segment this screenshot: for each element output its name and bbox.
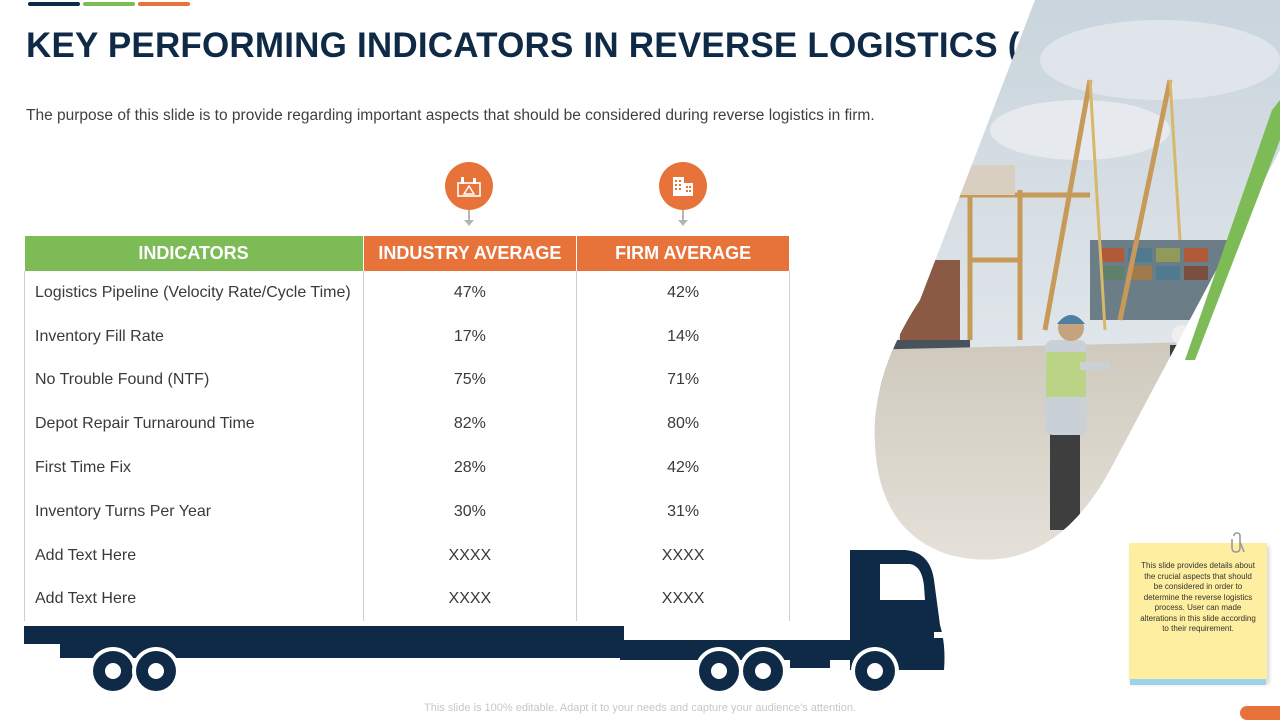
sticky-note: This slide provides details about the cr… — [1129, 543, 1267, 681]
factory-icon-arrow — [464, 220, 474, 226]
indicator-cell: Inventory Fill Rate — [24, 314, 364, 359]
accent-bar-green — [83, 2, 135, 6]
table-row: Depot Repair Turnaround Time 82% 80% — [24, 402, 790, 447]
industry-value-cell: 47% — [363, 271, 578, 315]
firm-value-cell: 42% — [576, 446, 790, 490]
indicator-cell: No Trouble Found (NTF) — [24, 358, 364, 403]
firm-value-cell: 31% — [576, 489, 790, 534]
corner-accent — [1240, 706, 1280, 720]
firm-value-cell: XXXX — [576, 533, 790, 578]
slide-subtitle: The purpose of this slide is to provide … — [26, 107, 875, 124]
firm-value-cell: 42% — [576, 271, 790, 315]
industry-value-cell: 75% — [363, 358, 578, 403]
industry-value-cell: XXXX — [363, 577, 578, 622]
industry-value-cell: 82% — [363, 402, 578, 447]
firm-value-cell: XXXX — [576, 577, 790, 622]
table-row: First Time Fix 28% 42% — [24, 446, 790, 490]
accent-bar-navy — [28, 2, 80, 6]
indicator-cell: Depot Repair Turnaround Time — [24, 402, 364, 447]
industry-value-cell: 17% — [363, 314, 578, 359]
table-row: Add Text Here XXXX XXXX — [24, 577, 790, 622]
table-row: Inventory Turns Per Year 30% 31% — [24, 489, 790, 534]
slide-title: KEY PERFORMING INDICATORS IN REVERSE LOG… — [26, 26, 1081, 65]
table-header-row: INDICATORS INDUSTRY AVERAGE FIRM AVERAGE — [24, 236, 790, 271]
table-row: No Trouble Found (NTF) 75% 71% — [24, 358, 790, 403]
indicator-cell: Inventory Turns Per Year — [24, 489, 364, 534]
header-indicators: INDICATORS — [24, 236, 364, 271]
port-photo — [860, 0, 1280, 570]
firm-value-cell: 14% — [576, 314, 790, 359]
accent-bar-orange — [138, 2, 190, 6]
table-row: Logistics Pipeline (Velocity Rate/Cycle … — [24, 271, 790, 315]
indicator-cell: Add Text Here — [24, 577, 364, 622]
factory-icon — [445, 162, 493, 210]
industry-value-cell: 28% — [363, 446, 578, 490]
kpi-table: INDICATORS INDUSTRY AVERAGE FIRM AVERAGE… — [24, 236, 790, 622]
footer-text: This slide is 100% editable. Adapt it to… — [424, 702, 856, 714]
indicator-cell: First Time Fix — [24, 446, 364, 490]
table-row: Add Text Here XXXX XXXX — [24, 533, 790, 578]
firm-value-cell: 80% — [576, 402, 790, 447]
sticky-note-text: This slide provides details about the cr… — [1140, 561, 1256, 633]
header-industry-average: INDUSTRY AVERAGE — [363, 236, 578, 271]
indicator-cell: Add Text Here — [24, 533, 364, 578]
header-firm-average: FIRM AVERAGE — [576, 236, 790, 271]
building-icon-arrow — [678, 220, 688, 226]
top-accent-bars — [28, 2, 190, 6]
factory-icon-connector — [468, 210, 470, 222]
paperclip-icon — [1228, 532, 1248, 563]
truck-illustration — [0, 540, 960, 705]
office-building-icon — [659, 162, 707, 210]
firm-value-cell: 71% — [576, 358, 790, 403]
building-icon-connector — [682, 210, 684, 222]
table-row: Inventory Fill Rate 17% 14% — [24, 314, 790, 359]
industry-value-cell: 30% — [363, 489, 578, 534]
industry-value-cell: XXXX — [363, 533, 578, 578]
indicator-cell: Logistics Pipeline (Velocity Rate/Cycle … — [24, 271, 364, 315]
sticky-note-tape — [1130, 679, 1266, 685]
